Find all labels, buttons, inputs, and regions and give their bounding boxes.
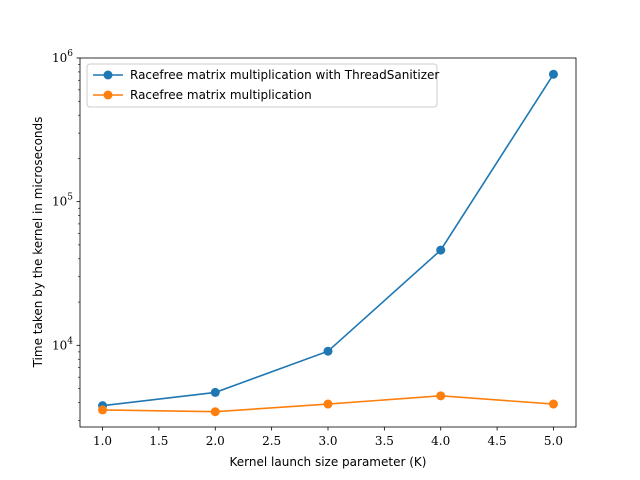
x-tick-label: 1.0 (93, 434, 112, 448)
data-point (210, 387, 220, 397)
legend-label-plain: Racefree matrix multiplication (130, 88, 312, 102)
legend-box (86, 63, 438, 108)
x-tick-label: 3.5 (375, 434, 394, 448)
x-tick-label: 5.0 (544, 434, 563, 448)
data-point (323, 346, 333, 356)
x-tick-label: 4.0 (431, 434, 450, 448)
data-point (436, 245, 446, 255)
x-axis-label: Kernel launch size parameter (K) (230, 455, 427, 469)
y-tick-label: 105 (52, 193, 73, 209)
data-point (210, 407, 220, 417)
legend: Racefree matrix multiplication with Thre… (86, 63, 439, 108)
y-tick-label: 106 (52, 49, 73, 65)
y-axis-label: Time taken by the kernel in microseconds (31, 117, 45, 369)
x-tick-label: 1.5 (149, 434, 168, 448)
x-tick-label: 2.0 (206, 434, 225, 448)
legend-label-tsan: Racefree matrix multiplication with Thre… (130, 68, 439, 82)
y-axis: 104 105 106 (52, 49, 80, 421)
x-tick-label: 2.5 (262, 434, 281, 448)
legend-marker-plain (103, 90, 113, 100)
data-point (98, 405, 108, 415)
series-layer (98, 69, 558, 417)
legend-marker-tsan (103, 70, 113, 80)
data-point (436, 391, 446, 401)
data-point (548, 399, 558, 409)
y-axis-label-text: Time taken by the kernel in microseconds (31, 117, 45, 369)
x-axis-label-text: Kernel launch size parameter (K) (230, 455, 427, 469)
x-tick-label: 3.0 (318, 434, 337, 448)
y-tick-label: 104 (52, 336, 73, 352)
data-point (323, 399, 333, 409)
x-axis: 1.0 1.5 2.0 2.5 3.0 3.5 4.0 4.5 5.0 (93, 427, 563, 448)
x-tick-label: 4.5 (488, 434, 507, 448)
data-point (548, 69, 558, 79)
